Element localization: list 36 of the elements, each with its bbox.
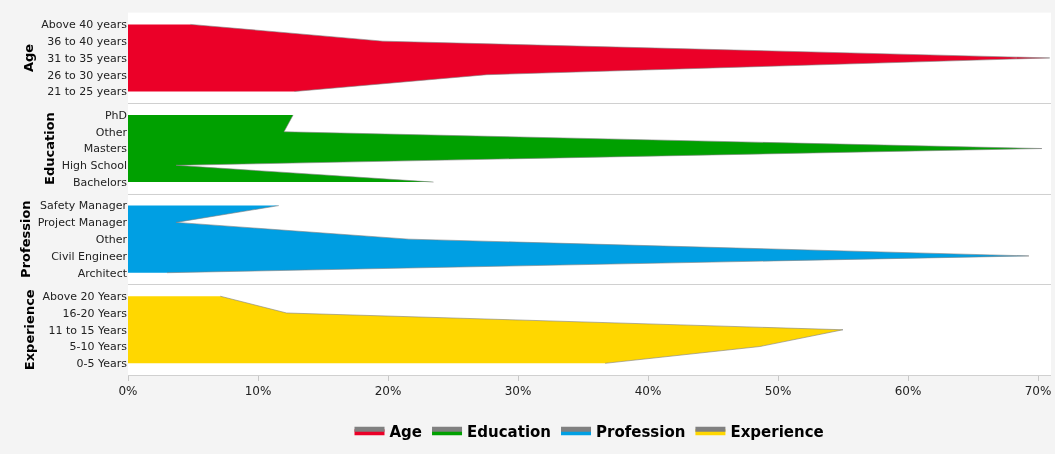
y-tick-label: Architect <box>77 266 128 280</box>
y-tick-label: Other <box>95 125 128 139</box>
y-tick-label: Other <box>95 233 128 246</box>
y-tick-label: Project Manager <box>37 216 128 230</box>
legend-label: Education <box>467 423 552 442</box>
y-tick-label: 0-5 Years <box>76 357 128 371</box>
y-axis-title: Experience <box>22 289 38 371</box>
x-tick-label: 60% <box>894 384 922 399</box>
y-axis-title: Age <box>21 43 37 73</box>
y-tick-label: Above 20 Years <box>42 290 128 304</box>
x-tick-label: 50% <box>764 384 792 399</box>
y-tick-label: Safety Manager <box>40 199 128 213</box>
x-tick-label: 30% <box>504 384 532 399</box>
legend-label: Age <box>389 423 423 442</box>
x-tick-label: 40% <box>634 384 662 399</box>
legend-label: Profession <box>596 423 686 442</box>
y-tick-label: 5-10 Years <box>69 340 128 354</box>
y-axis-title: Profession <box>17 200 33 278</box>
x-tick-label: 70% <box>1024 384 1052 399</box>
y-tick-label: 36 to 40 years <box>47 35 128 49</box>
y-tick-label: PhD <box>104 108 127 122</box>
x-tick-label: 10% <box>244 384 272 399</box>
y-tick-label: 31 to 35 years <box>47 51 128 65</box>
y-tick-label: Above 40 years <box>41 18 128 32</box>
y-tick-label: Bachelors <box>72 175 128 189</box>
y-tick-label: Civil Engineer <box>51 249 128 263</box>
y-axis-title: Education <box>41 112 57 185</box>
y-tick-label: High School <box>61 159 127 173</box>
y-tick-label: Masters <box>83 142 128 156</box>
y-tick-label: 21 to 25 years <box>47 85 128 99</box>
x-tick-label: 20% <box>374 384 402 399</box>
y-tick-label: 16-20 Years <box>62 306 128 320</box>
legend-label: Experience <box>730 423 824 442</box>
x-tick-label: 0% <box>118 384 138 399</box>
y-tick-label: 26 to 30 years <box>47 68 128 82</box>
y-tick-label: 11 to 15 Years <box>48 323 128 337</box>
